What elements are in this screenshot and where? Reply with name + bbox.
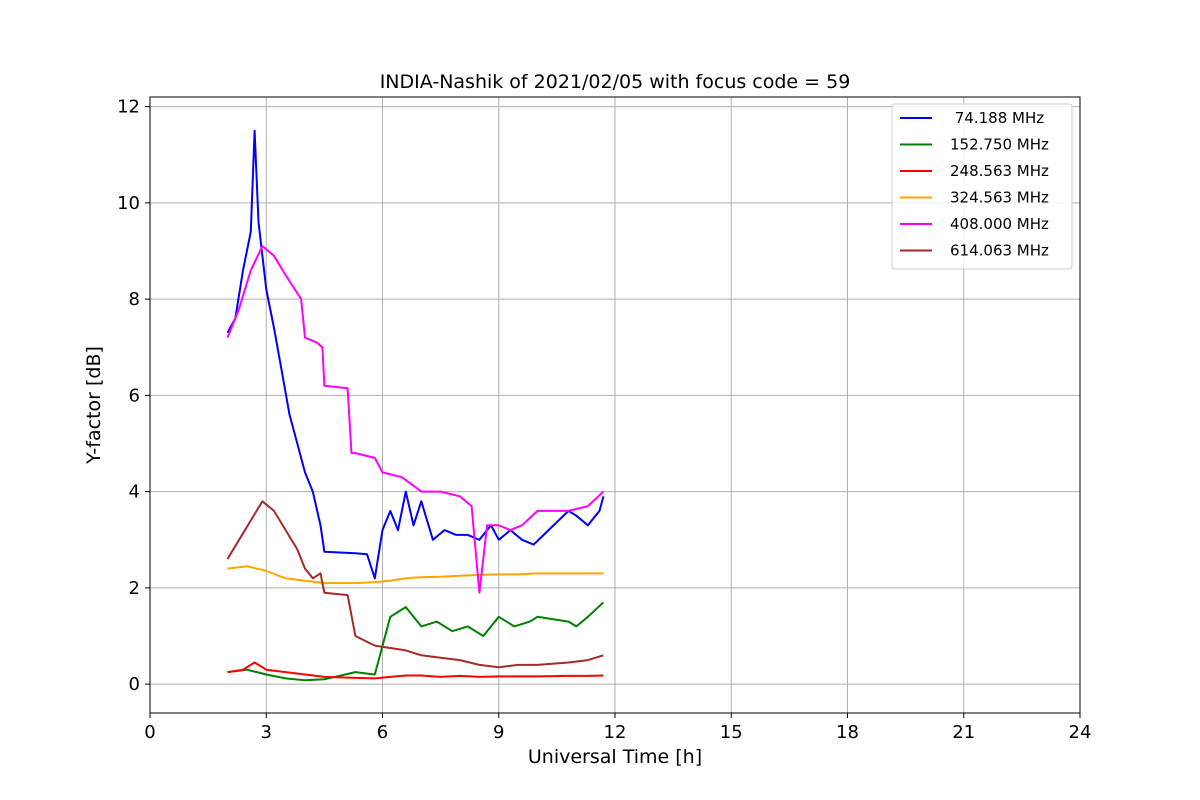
- x-tick-label: 12: [604, 722, 627, 743]
- legend-label: 248.563 MHz: [950, 162, 1049, 180]
- y-tick-label: 12: [117, 97, 140, 118]
- x-tick-label: 24: [1069, 722, 1092, 743]
- series-line-0: [226, 129, 605, 580]
- legend-label: 74.188 MHz: [950, 109, 1044, 127]
- y-axis-label: Y-factor [dB]: [83, 346, 105, 465]
- series-layer: [226, 129, 605, 682]
- series-line-1: [227, 601, 605, 682]
- legend-box: [891, 103, 1073, 270]
- y-tick-label: 10: [117, 193, 140, 214]
- x-tick-label: 0: [144, 722, 155, 743]
- x-tick-label: 15: [720, 722, 743, 743]
- series-line-3: [227, 565, 604, 585]
- x-axis-label: Universal Time [h]: [528, 746, 702, 768]
- y-tick-label: 2: [129, 578, 140, 599]
- series-line-4: [226, 245, 605, 594]
- legend: 74.188 MHz 152.750 MHz 248.563 MHz 324.563 …: [891, 103, 1073, 270]
- legend-label: 408.000 MHz: [950, 215, 1049, 233]
- y-tick-label: 4: [129, 482, 140, 503]
- chart-title: INDIA-Nashik of 2021/02/05 with focus co…: [380, 71, 851, 93]
- x-tick-label: 3: [261, 722, 272, 743]
- legend-label: 614.063 MHz: [950, 242, 1049, 260]
- x-tick-label: 21: [952, 722, 975, 743]
- x-tick-label: 9: [493, 722, 504, 743]
- y-tick-label: 6: [129, 385, 140, 406]
- legend-label: 152.750 MHz: [950, 136, 1049, 154]
- y-tick-label: 0: [129, 674, 140, 695]
- legend-label: 324.563 MHz: [950, 189, 1049, 207]
- series-line-2: [227, 661, 604, 680]
- y-tick-label: 8: [129, 289, 140, 310]
- x-tick-label: 6: [377, 722, 388, 743]
- series-line-5: [226, 500, 604, 669]
- x-tick-label: 18: [836, 722, 859, 743]
